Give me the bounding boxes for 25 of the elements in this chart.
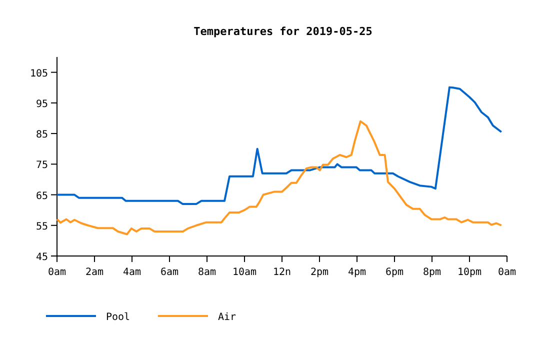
y-tick-label: 105	[30, 68, 48, 80]
x-tick-label: 2pm	[310, 267, 329, 278]
y-tick-label: 95	[36, 98, 48, 110]
x-tick-label: 4am	[122, 267, 142, 278]
x-tick-label: 4pm	[348, 267, 366, 278]
y-tick-label: 75	[36, 160, 48, 172]
x-tick-label: 6pm	[385, 267, 404, 278]
x-tick-label: 6am	[160, 267, 179, 278]
chart-title: Temperatures for 2019-05-25	[194, 25, 372, 38]
legend-label: Pool	[106, 312, 130, 323]
line-series	[56, 86, 502, 205]
x-tick-label: 10am	[232, 267, 257, 278]
line-series	[56, 120, 502, 236]
y-tick-label: 45	[36, 252, 48, 263]
x-tick-label: 12n	[272, 267, 292, 278]
x-tick-label: 8pm	[422, 267, 442, 278]
x-tick-label: 10pm	[457, 267, 482, 278]
y-tick-label: 65	[36, 190, 48, 202]
y-tick-label: 55	[36, 221, 48, 232]
x-tick-label: 2am	[85, 267, 104, 278]
legend-label: Air	[218, 312, 236, 323]
x-tick-label: 0am	[498, 267, 516, 278]
x-tick-label: 8am	[198, 267, 216, 278]
y-tick-label: 85	[36, 130, 48, 141]
x-tick-label: 0am	[48, 267, 66, 278]
